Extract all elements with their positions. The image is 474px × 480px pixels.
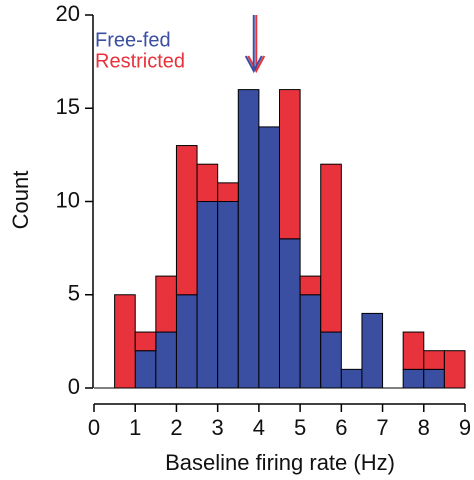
bar-segment <box>299 294 322 389</box>
bar-segment <box>423 368 445 389</box>
bar-segment <box>340 368 363 389</box>
bar-segment <box>443 350 466 389</box>
bar-segment <box>361 312 384 389</box>
bar-segment <box>258 126 280 389</box>
x-tick-label: 5 <box>294 415 306 440</box>
bar-segment <box>423 350 445 370</box>
legend-entry: Restricted <box>95 50 185 72</box>
x-tick-label: 1 <box>129 415 141 440</box>
x-axis-label: Baseline firing rate (Hz) <box>165 450 395 475</box>
bar-segment <box>155 275 177 333</box>
x-tick-label: 2 <box>170 415 182 440</box>
bar-segment <box>237 89 260 389</box>
bar-segment <box>196 163 219 202</box>
x-tick-label: 3 <box>212 415 224 440</box>
x-tick-label: 0 <box>88 415 100 440</box>
bar-segment <box>134 350 157 389</box>
bar-segment <box>114 294 136 389</box>
bar-segment <box>175 294 198 389</box>
arrow <box>244 15 263 74</box>
x-tick-label: 4 <box>253 415 265 440</box>
bar-segment <box>175 145 198 296</box>
bar-segment <box>279 238 301 389</box>
bar-segment <box>217 201 239 389</box>
bar-segment <box>134 331 157 352</box>
y-tick-label: 10 <box>56 187 80 212</box>
y-tick-label: 20 <box>56 1 80 26</box>
x-tick-label: 6 <box>335 415 347 440</box>
x-tick-label: 7 <box>376 415 388 440</box>
bar-segment <box>402 368 425 389</box>
y-tick-label: 5 <box>68 281 80 306</box>
y-axis-label: Count <box>8 171 33 230</box>
bar-segment <box>402 331 425 370</box>
bar-segment <box>320 163 342 333</box>
bar-segment <box>320 331 342 389</box>
y-tick-label: 0 <box>68 374 80 399</box>
arrow <box>247 15 266 74</box>
x-tick-label: 9 <box>459 415 471 440</box>
bar-segment <box>217 182 239 203</box>
x-tick-label: 8 <box>418 415 430 440</box>
bar-segment <box>299 275 322 296</box>
legend-entry: Free-fed <box>95 29 171 51</box>
bar-segment <box>196 201 219 389</box>
bar-segment <box>279 89 301 240</box>
bar-segment <box>155 331 177 389</box>
y-tick-label: 15 <box>56 94 80 119</box>
